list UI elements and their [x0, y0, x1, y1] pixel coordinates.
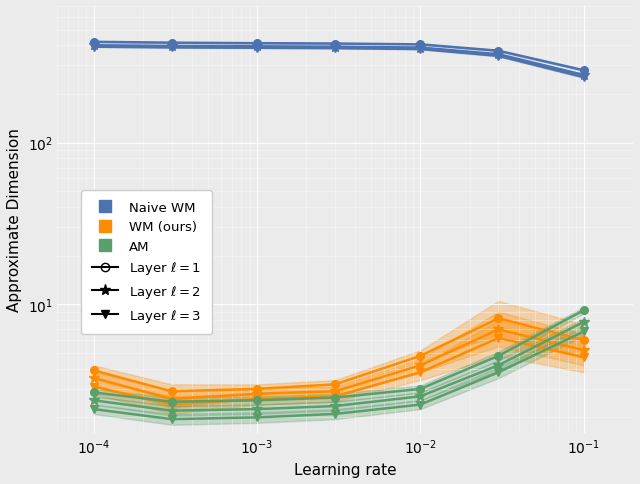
Y-axis label: Approximate Dimension: Approximate Dimension	[7, 128, 22, 312]
X-axis label: Learning rate: Learning rate	[294, 462, 397, 477]
Legend: Naive WM, WM (ours), AM, Layer $\ell = 1$, Layer $\ell = 2$, Layer $\ell = 3$: Naive WM, WM (ours), AM, Layer $\ell = 1…	[81, 191, 212, 334]
